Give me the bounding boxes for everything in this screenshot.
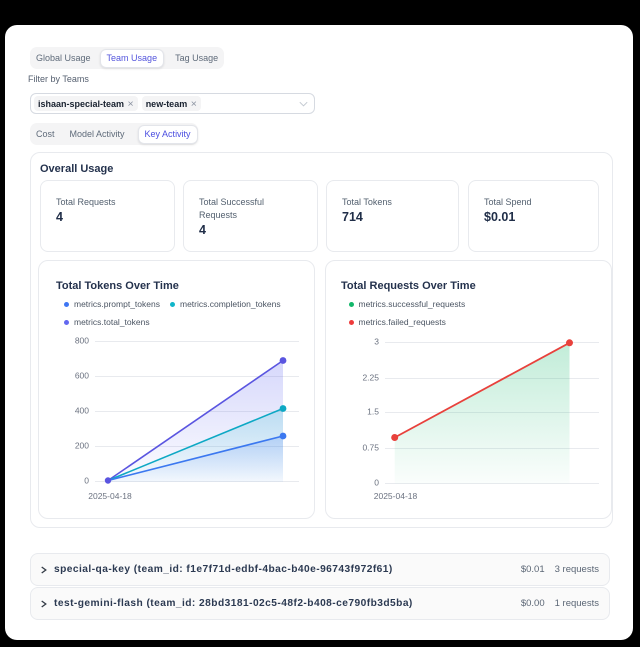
svg-text:0.75: 0.75 xyxy=(362,443,379,453)
svg-text:400: 400 xyxy=(75,406,89,416)
svg-text:2.25: 2.25 xyxy=(362,373,379,383)
svg-text:2025-04-18: 2025-04-18 xyxy=(88,491,132,501)
svg-text:200: 200 xyxy=(75,441,89,451)
svg-text:800: 800 xyxy=(75,336,89,346)
svg-text:1.5: 1.5 xyxy=(367,407,379,417)
svg-text:600: 600 xyxy=(75,371,89,381)
svg-text:0: 0 xyxy=(374,478,379,488)
svg-text:0: 0 xyxy=(84,476,89,486)
svg-text:3: 3 xyxy=(374,337,379,347)
svg-text:2025-04-18: 2025-04-18 xyxy=(374,491,418,501)
